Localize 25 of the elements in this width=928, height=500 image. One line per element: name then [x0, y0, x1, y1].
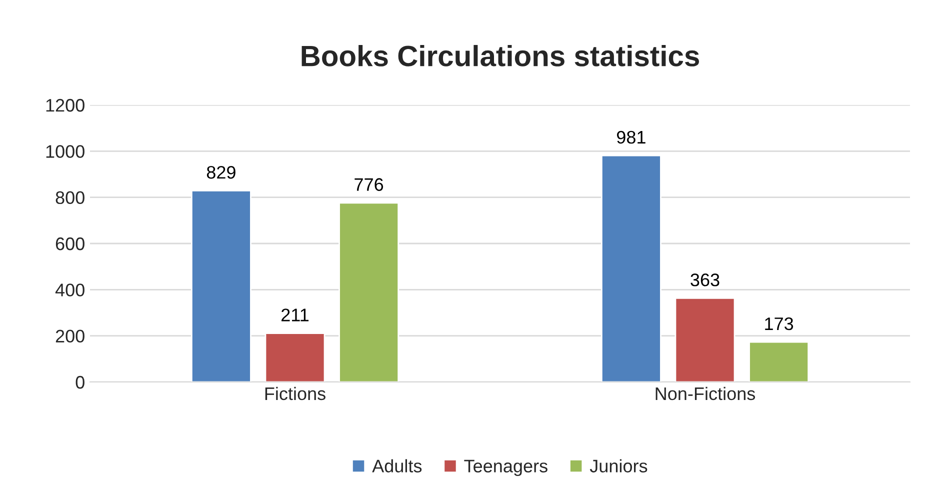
bar	[748, 341, 810, 382]
bar	[338, 202, 400, 382]
y-tick-label: 800	[56, 191, 84, 204]
data-label: 829	[206, 166, 236, 179]
x-tick-label: Fictions	[265, 386, 326, 400]
y-tick-label: 400	[55, 284, 84, 296]
y-tick-label: 1000	[46, 145, 84, 158]
y-tick-label: 0	[76, 376, 84, 389]
legend-label: Juniors	[590, 459, 648, 472]
bar	[600, 154, 662, 382]
bar	[190, 190, 252, 382]
data-label: 363	[690, 274, 720, 286]
y-tick-label: 600	[56, 237, 84, 250]
bar	[264, 332, 326, 382]
data-label: 776	[354, 178, 384, 191]
y-tick-label: 1200	[46, 98, 84, 112]
chart-title: Books Circulations statistics	[302, 44, 699, 66]
x-tick-label: Non-Fictions	[656, 386, 756, 400]
legend-label: Teenagers	[464, 460, 548, 476]
bar	[674, 298, 736, 382]
legend-label: Adults	[372, 459, 422, 472]
data-label: 211	[282, 308, 309, 322]
data-label: 981	[616, 130, 646, 144]
y-tick-label: 200	[56, 330, 84, 343]
data-label: 173	[765, 317, 794, 330]
